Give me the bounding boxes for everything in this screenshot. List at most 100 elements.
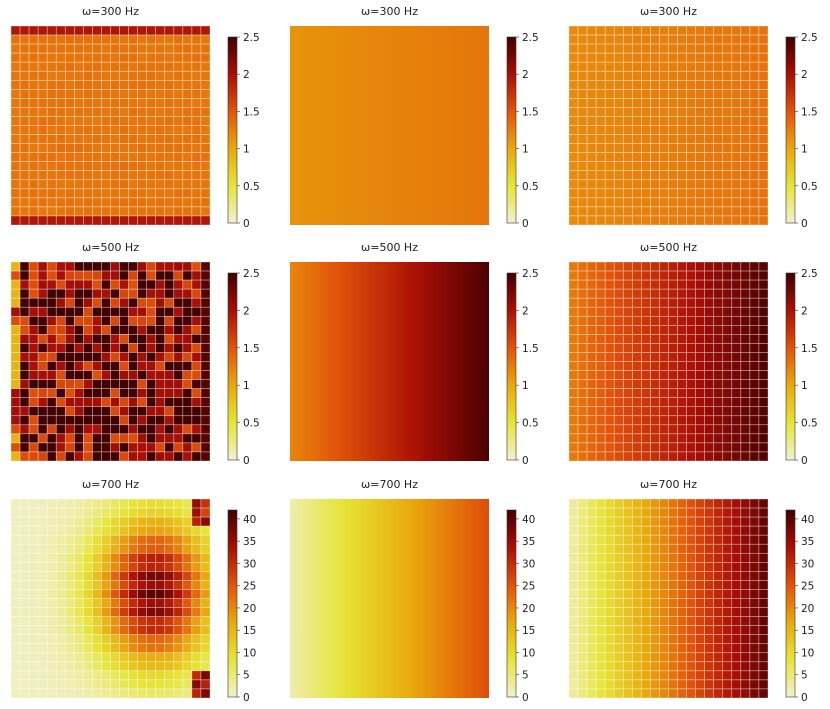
heatmap-cell [92, 25, 102, 36]
heatmap-cell [46, 616, 57, 626]
heatmap-cell [668, 134, 678, 144]
heatmap-cell [659, 688, 669, 699]
heatmap-cell [191, 107, 202, 117]
heatmap-cell [164, 507, 175, 518]
heatmap-cell [695, 43, 705, 54]
heatmap-cell [613, 179, 624, 190]
heatmap-cell [632, 25, 642, 36]
heatmap-cell [173, 134, 184, 144]
heatmap-cell [586, 498, 597, 509]
colorbar-tick-label: 2.5 [801, 32, 818, 44]
heatmap-cell [740, 315, 751, 326]
heatmap-cell [650, 206, 660, 217]
heatmap-cell [677, 607, 687, 617]
heatmap-cell [10, 643, 21, 654]
heatmap-cell [55, 215, 66, 226]
heatmap-cell [101, 589, 111, 599]
heatmap-cell [55, 634, 66, 645]
heatmap-cell [595, 370, 606, 380]
heatmap-cell [101, 598, 111, 608]
heatmap-cell [668, 206, 678, 217]
heatmap-cell [604, 643, 615, 654]
heatmap-cell [92, 525, 102, 536]
heatmap-cell [28, 634, 39, 645]
heatmap-cell [119, 415, 129, 426]
heatmap-cell [119, 388, 129, 398]
heatmap-cell [46, 607, 57, 617]
heatmap-cell [37, 370, 48, 380]
heatmap-cell [586, 442, 597, 453]
heatmap-cell [686, 634, 696, 645]
heatmap-cell [568, 70, 579, 81]
heatmap-cell [155, 607, 166, 617]
heatmap-cell [64, 562, 75, 572]
heatmap-cell [191, 161, 202, 172]
heatmap-cell [641, 125, 651, 135]
heatmap-cell [10, 152, 21, 162]
heatmap-cell [83, 589, 93, 599]
heatmap-cell [641, 215, 651, 226]
heatmap-cell [119, 143, 129, 153]
heatmap-cell [191, 543, 202, 554]
heatmap-cell [137, 179, 147, 190]
heatmap-cell [595, 170, 606, 181]
heatmap-cell [749, 43, 760, 54]
heatmap-cell [568, 279, 579, 290]
heatmap-cell [110, 580, 120, 590]
heatmap-cell [677, 206, 687, 217]
heatmap-cell [101, 116, 111, 126]
heatmap-cell [37, 161, 48, 172]
heatmap-cell [577, 598, 588, 608]
heatmap-cell [37, 125, 48, 135]
heatmap-cell [622, 334, 633, 344]
heatmap-cell [613, 206, 624, 217]
heatmap-cell [641, 406, 651, 417]
heatmap-cell [164, 688, 175, 699]
heatmap-cell [722, 107, 733, 117]
heatmap-cell [749, 288, 760, 299]
heatmap-cell [83, 571, 93, 581]
heatmap-cell [595, 361, 606, 371]
heatmap-cell [146, 543, 157, 554]
heatmap-cell [92, 206, 102, 217]
heatmap-cell [686, 670, 696, 681]
colorbar-tick-label: 0 [801, 692, 808, 704]
heatmap-cell [632, 442, 642, 453]
heatmap-cell [74, 534, 84, 545]
heatmap-cell [659, 116, 669, 126]
heatmap-cell [46, 79, 57, 90]
heatmap-cell [586, 43, 597, 54]
heatmap-cell [604, 534, 615, 545]
heatmap-cell [695, 670, 705, 681]
heatmap-cell [155, 370, 166, 380]
heatmap-cell [686, 79, 696, 90]
heatmap-cell [577, 43, 588, 54]
heatmap-cell [19, 179, 30, 190]
heatmap-cell [101, 661, 111, 672]
heatmap-cell [704, 315, 715, 326]
heatmap-cell [686, 661, 696, 672]
heatmap-cell [677, 343, 687, 353]
heatmap-cell [164, 89, 175, 99]
heatmap-cell [731, 534, 742, 545]
heatmap-cell [713, 406, 724, 417]
heatmap-cell [155, 270, 166, 281]
heatmap-cell [604, 543, 615, 554]
heatmap-cell [613, 607, 624, 617]
heatmap-cell [64, 279, 75, 290]
heatmap-cell [740, 98, 751, 108]
heatmap-cell [191, 70, 202, 81]
heatmap-cell [173, 261, 184, 272]
colorbar-tick-label: 5 [243, 670, 250, 682]
heatmap-cell [200, 498, 211, 509]
heatmap-cell [704, 379, 715, 389]
heatmap-cell [568, 634, 579, 645]
heatmap-cell [46, 433, 57, 444]
heatmap-cell [740, 498, 751, 509]
heatmap-cell [74, 306, 84, 317]
heatmap-cell [650, 415, 660, 426]
heatmap-cell [146, 562, 157, 572]
heatmap-cell [568, 516, 579, 527]
heatmap-cell [110, 288, 120, 299]
